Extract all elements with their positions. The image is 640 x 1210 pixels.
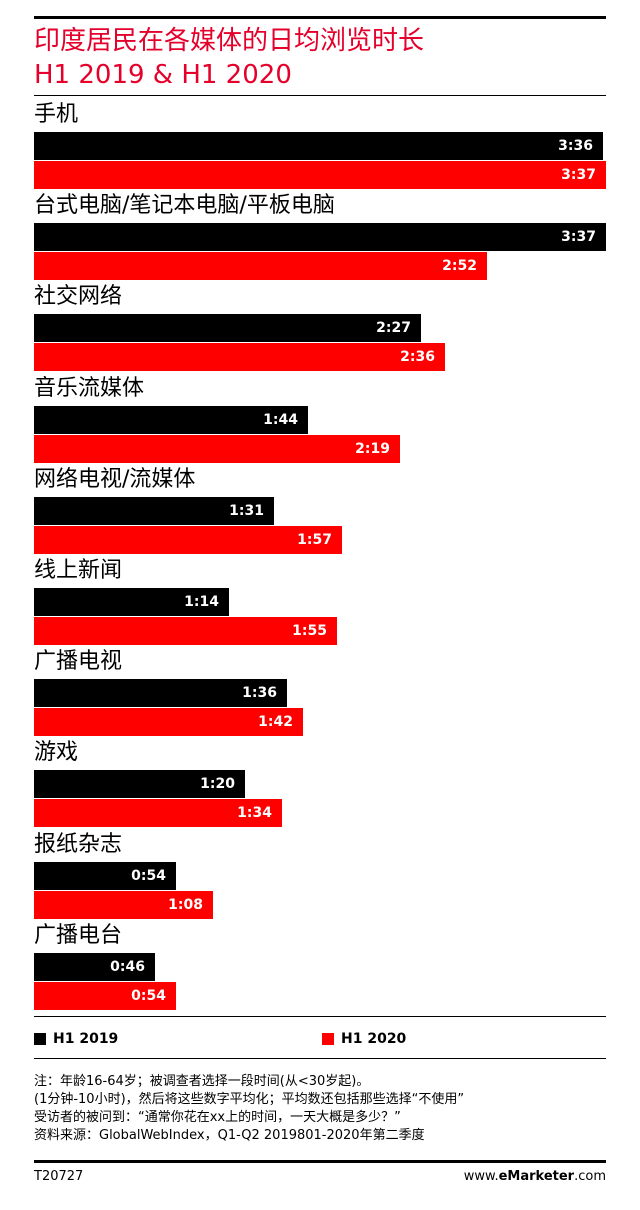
category-label: 音乐流媒体 bbox=[34, 375, 145, 401]
legend-label-h1-2019: H1 2019 bbox=[53, 1031, 119, 1047]
category-label: 网络电视/流媒体 bbox=[34, 466, 196, 492]
footer-code: T20727 bbox=[34, 1169, 84, 1184]
bar-value-label: 2:19 bbox=[355, 440, 390, 457]
bar-value-label: 1:36 bbox=[242, 685, 277, 702]
bar-value-label: 1:42 bbox=[258, 714, 293, 731]
bar-value-label: 0:54 bbox=[131, 867, 166, 884]
legend-swatch-h1-2020 bbox=[322, 1033, 334, 1045]
bar-h1-2020 bbox=[34, 890, 213, 919]
category-label: 社交网络 bbox=[34, 284, 123, 310]
legend-swatch-h1-2019 bbox=[34, 1033, 46, 1045]
category-label: 线上新闻 bbox=[34, 558, 123, 583]
footer-rule bbox=[34, 1160, 606, 1163]
bar-h1-2019 bbox=[34, 223, 606, 252]
brand-prefix: www. bbox=[463, 1169, 499, 1184]
brand-name: Marketer bbox=[507, 1169, 575, 1184]
bar-value-label: 2:27 bbox=[376, 320, 411, 337]
chart-title-line-2: H1 2019 & H1 2020 bbox=[34, 60, 292, 90]
bar-h1-2020 bbox=[34, 252, 487, 281]
legend-label-h1-2020: H1 2020 bbox=[341, 1031, 407, 1047]
bar-h1-2019 bbox=[34, 679, 287, 708]
chart-title-line-1: 印度居民在各媒体的日均浏览时长 bbox=[34, 26, 425, 56]
category-label: 报纸杂志 bbox=[34, 831, 123, 857]
bar-h1-2019 bbox=[34, 132, 603, 160]
bar-h1-2019 bbox=[34, 770, 245, 799]
bar-h1-2020 bbox=[34, 981, 176, 1010]
bar-value-label: 3:37 bbox=[561, 167, 596, 183]
top-rule bbox=[34, 16, 606, 19]
note-line-3: 受访者的被问到：“通常你花在xx上的时间，一天大概是多少？” bbox=[34, 1110, 401, 1125]
bar-value-label: 1:57 bbox=[297, 531, 332, 548]
bar-h1-2020 bbox=[34, 708, 303, 737]
bar-h1-2019 bbox=[34, 861, 176, 890]
bar-value-label: 1:34 bbox=[237, 805, 272, 822]
bar-value-label: 1:44 bbox=[263, 411, 298, 428]
bar-h1-2020 bbox=[34, 799, 282, 828]
bar-value-label: 0:46 bbox=[110, 958, 145, 975]
category-label: 手机 bbox=[34, 102, 79, 127]
category-label: 广播电视 bbox=[34, 649, 123, 675]
bar-value-label: 3:37 bbox=[561, 229, 596, 246]
bar-value-label: 1:55 bbox=[292, 623, 327, 639]
category-label: 游戏 bbox=[34, 740, 79, 766]
bar-value-label: 1:31 bbox=[229, 502, 264, 519]
legend-bottom-rule bbox=[34, 1058, 606, 1059]
bar-h1-2020 bbox=[34, 161, 606, 189]
brand-suffix: .com bbox=[574, 1169, 606, 1184]
title-rule bbox=[34, 95, 606, 96]
bar-h1-2020 bbox=[34, 343, 445, 372]
bar-value-label: 2:36 bbox=[400, 349, 435, 366]
legend-top-rule bbox=[34, 1016, 606, 1017]
bar-h1-2020 bbox=[34, 617, 337, 645]
note-line-1: 注：年龄16-64岁；被调查者选择一段时间(从<30岁起)。 bbox=[34, 1074, 370, 1089]
bar-value-label: 1:20 bbox=[200, 776, 235, 793]
bar-value-label: 1:14 bbox=[184, 594, 219, 610]
bar-h1-2020 bbox=[34, 525, 342, 554]
bar-value-label: 0:54 bbox=[131, 987, 166, 1004]
category-label: 台式电脑/笔记本电脑/平板电脑 bbox=[34, 193, 335, 219]
brand-e: e bbox=[498, 1169, 508, 1184]
chart-title: 印度居民在各媒体的日均浏览时长 H1 2019 & H1 2020 bbox=[34, 24, 424, 92]
footer-brand: www.eMarketer.com bbox=[464, 1169, 606, 1185]
category-label: 广播电台 bbox=[34, 922, 123, 948]
bar-value-label: 1:08 bbox=[168, 896, 203, 913]
bar-h1-2019 bbox=[34, 496, 274, 525]
note-line-2: (1分钟-10小时)，然后将这些数字平均化；平均数还包括那些选择“不使用” bbox=[34, 1092, 465, 1107]
bar-value-label: 2:52 bbox=[442, 258, 477, 275]
bar-h1-2019 bbox=[34, 952, 155, 981]
note-line-4: 资料来源：GlobalWebIndex，Q1-Q2 2019801-2020年第… bbox=[34, 1128, 425, 1143]
bar-h1-2019 bbox=[34, 588, 229, 616]
bar-h1-2019 bbox=[34, 314, 421, 343]
bar-value-label: 3:36 bbox=[558, 138, 593, 154]
bar-h1-2020 bbox=[34, 434, 400, 463]
bar-h1-2019 bbox=[34, 405, 308, 434]
